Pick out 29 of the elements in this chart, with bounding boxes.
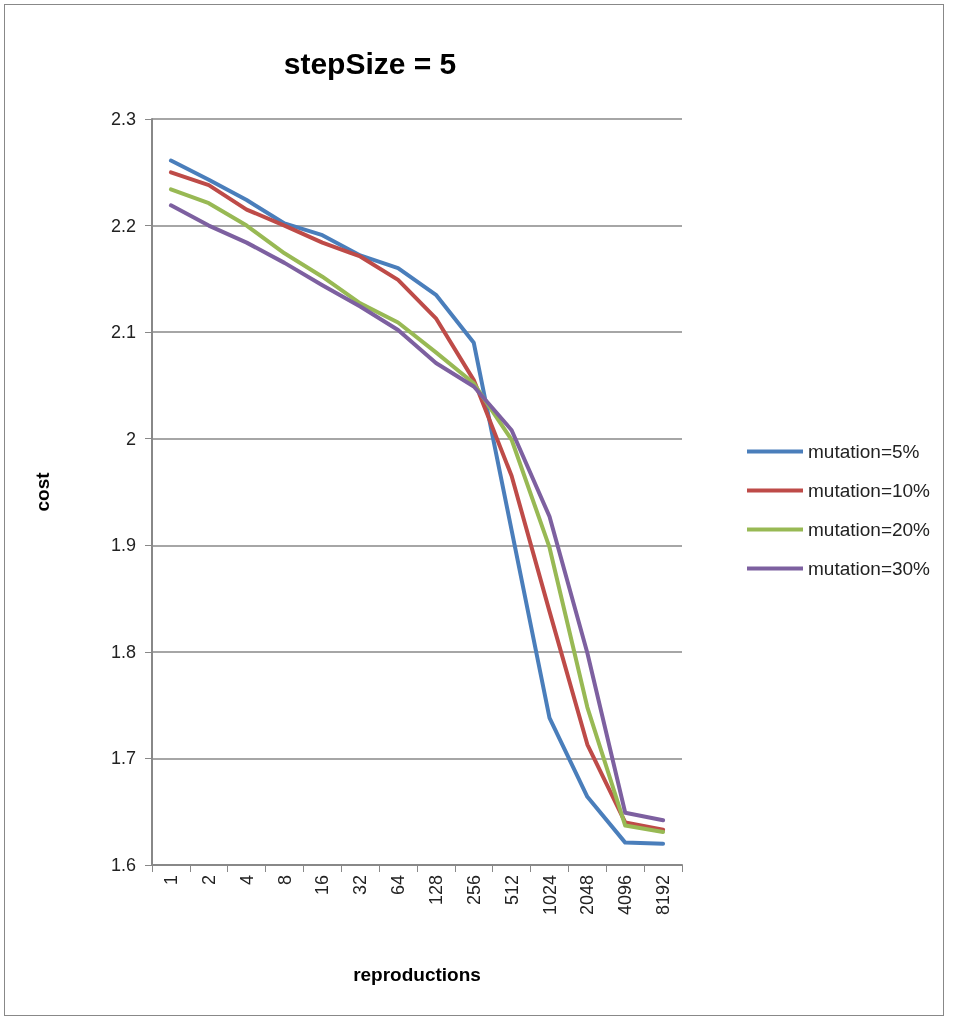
legend-label: mutation=5% <box>808 441 920 462</box>
x-axis-title: reproductions <box>353 964 481 985</box>
x-tick-label: 64 <box>388 875 409 896</box>
x-tick-label: 1 <box>160 875 181 886</box>
x-tick-label: 16 <box>312 875 333 896</box>
x-tick-label: 256 <box>463 875 484 906</box>
legend-label: mutation=30% <box>808 558 931 579</box>
y-tick-label: 1.6 <box>110 855 136 875</box>
y-tick-label: 1.9 <box>110 535 136 556</box>
y-tick-label: 2.3 <box>110 109 136 129</box>
y-axis-title: cost <box>32 471 53 512</box>
y-tick-label: 1.7 <box>110 748 136 769</box>
legend-label: mutation=10% <box>808 480 931 501</box>
y-tick-label: 2.1 <box>110 322 136 343</box>
y-tick-label: 2.2 <box>110 215 136 236</box>
x-tick-label: 2048 <box>577 875 598 916</box>
x-tick-label: 512 <box>501 875 522 906</box>
chart-title: stepSize = 5 <box>283 46 457 80</box>
x-tick-label: 4 <box>236 875 257 886</box>
x-tick-label: 1024 <box>539 875 560 916</box>
x-tick-label: 8 <box>274 875 295 886</box>
legend-label: mutation=20% <box>808 519 931 540</box>
y-tick-label: 2 <box>125 428 136 449</box>
x-tick-label: 8192 <box>653 875 674 916</box>
x-tick-label: 128 <box>425 875 446 906</box>
x-tick-label: 32 <box>350 875 371 896</box>
x-tick-label: 4096 <box>615 875 636 916</box>
y-tick-label: 1.8 <box>110 641 136 662</box>
x-tick-label: 2 <box>198 875 219 886</box>
